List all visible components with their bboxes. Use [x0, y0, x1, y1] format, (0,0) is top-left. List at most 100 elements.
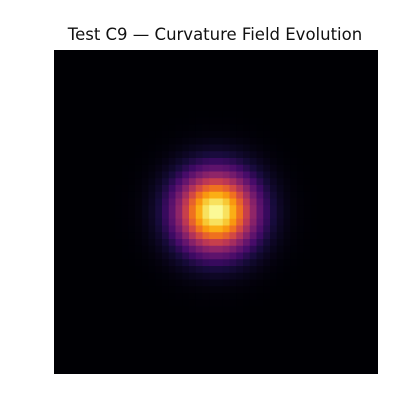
heatmap-cell	[189, 77, 197, 85]
heatmap-cell	[222, 340, 230, 348]
heatmap-cell	[222, 83, 230, 91]
heatmap-cell	[182, 124, 190, 132]
heatmap-cell	[182, 191, 190, 199]
heatmap-cell	[121, 164, 129, 172]
heatmap-cell	[60, 252, 68, 260]
heatmap-cell	[216, 286, 224, 294]
heatmap-cell	[128, 333, 136, 341]
heatmap-cell	[283, 185, 291, 193]
heatmap-cell	[256, 299, 264, 307]
heatmap-cell	[371, 198, 378, 206]
heatmap-cell	[297, 252, 305, 260]
heatmap-cell	[135, 313, 143, 321]
heatmap-cell	[317, 313, 325, 321]
heatmap-cell	[243, 110, 251, 118]
heatmap-cell	[310, 205, 318, 213]
heatmap-cell	[60, 259, 68, 267]
heatmap-cell	[310, 97, 318, 105]
heatmap-cell	[60, 104, 68, 112]
heatmap-cell	[67, 239, 75, 247]
heatmap-cell	[270, 164, 278, 172]
heatmap-cell	[148, 306, 156, 314]
heatmap-cell	[67, 360, 75, 368]
heatmap-cell	[344, 83, 352, 91]
heatmap-cell	[94, 360, 102, 368]
heatmap-cell	[168, 340, 176, 348]
heatmap-cell	[195, 63, 203, 71]
heatmap-cell	[371, 286, 378, 294]
heatmap-cell	[121, 340, 129, 348]
heatmap-cell	[114, 70, 122, 78]
heatmap-cell	[337, 232, 345, 240]
heatmap-cell	[175, 333, 183, 341]
heatmap-cell	[60, 151, 68, 159]
heatmap-cell	[290, 63, 298, 71]
heatmap-cell	[168, 185, 176, 193]
heatmap-cell	[351, 347, 359, 355]
heatmap-cell	[222, 97, 230, 105]
heatmap-cell	[101, 286, 109, 294]
heatmap-cell	[330, 137, 338, 145]
heatmap-cell	[114, 171, 122, 179]
heatmap-cell	[209, 198, 217, 206]
heatmap-cell	[330, 326, 338, 334]
heatmap-cell	[270, 50, 278, 58]
heatmap-cell	[337, 131, 345, 139]
heatmap-cell	[209, 266, 217, 274]
heatmap-cell	[357, 77, 365, 85]
heatmap-cell	[74, 104, 82, 112]
heatmap-cell	[135, 90, 143, 98]
heatmap-cell	[87, 151, 95, 159]
heatmap-cell	[290, 225, 298, 233]
heatmap-cell	[114, 367, 122, 374]
heatmap-cell	[297, 340, 305, 348]
heatmap-cell	[310, 56, 318, 64]
heatmap-cell	[270, 97, 278, 105]
heatmap-cell	[357, 320, 365, 328]
heatmap-cell	[310, 320, 318, 328]
heatmap-cell	[195, 70, 203, 78]
heatmap-cell	[324, 299, 332, 307]
heatmap-cell	[74, 110, 82, 118]
heatmap-cell	[155, 50, 163, 58]
heatmap-cell	[249, 90, 257, 98]
heatmap-cell	[182, 367, 190, 374]
heatmap-cell	[256, 353, 264, 361]
heatmap-cell	[101, 279, 109, 287]
heatmap-cell	[229, 117, 237, 125]
heatmap-cell	[216, 191, 224, 199]
heatmap-cell	[128, 252, 136, 260]
heatmap-cell	[128, 110, 136, 118]
heatmap-cell	[229, 225, 237, 233]
heatmap-cell	[94, 151, 102, 159]
heatmap-cell	[357, 279, 365, 287]
heatmap-cell	[114, 333, 122, 341]
heatmap-cell	[243, 63, 251, 71]
heatmap-cell	[249, 313, 257, 321]
heatmap-cell	[330, 232, 338, 240]
heatmap-cell	[101, 104, 109, 112]
heatmap-cell	[364, 347, 372, 355]
heatmap-cell	[364, 164, 372, 172]
heatmap-cell	[256, 97, 264, 105]
heatmap-cell	[108, 90, 116, 98]
heatmap-cell	[60, 83, 68, 91]
heatmap-cell	[67, 144, 75, 152]
heatmap-cell	[263, 77, 271, 85]
heatmap-cell	[60, 171, 68, 179]
heatmap-cell	[54, 144, 62, 152]
heatmap-cell	[141, 326, 149, 334]
heatmap-cell	[67, 252, 75, 260]
heatmap-cell	[175, 245, 183, 253]
heatmap-cell	[243, 83, 251, 91]
heatmap-cell	[94, 144, 102, 152]
heatmap-cell	[351, 50, 359, 58]
heatmap-cell	[236, 313, 244, 321]
heatmap-cell	[74, 306, 82, 314]
heatmap-cell	[256, 326, 264, 334]
heatmap-cell	[128, 164, 136, 172]
heatmap-cell	[101, 50, 109, 58]
heatmap-cell	[141, 360, 149, 368]
heatmap-cell	[94, 239, 102, 247]
heatmap-cell	[87, 286, 95, 294]
